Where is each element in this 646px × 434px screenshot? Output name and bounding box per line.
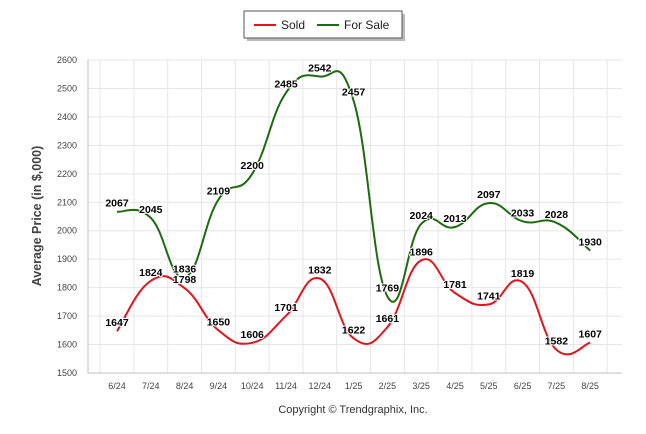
data-label-for-sale: 2097 — [477, 189, 501, 201]
y-tick-label: 1600 — [57, 340, 77, 350]
data-label-for-sale: 2013 — [443, 213, 467, 225]
y-tick-label: 1500 — [57, 368, 77, 378]
data-label-for-sale: 2024 — [410, 210, 434, 222]
data-label-sold: 1606 — [241, 329, 265, 341]
series-lines — [116, 70, 591, 356]
y-tick-label: 1800 — [57, 283, 77, 293]
x-tick-label: 11/24 — [275, 381, 297, 391]
data-label-for-sale: 2200 — [241, 160, 265, 172]
data-label-sold: 1661 — [376, 313, 400, 325]
copyright-credit: Copyright © Trendgraphix, Inc. — [278, 404, 427, 416]
data-label-for-sale: 2109 — [207, 186, 231, 198]
legend-sold-label: Sold — [281, 18, 305, 32]
x-tick-label: 1/25 — [345, 381, 363, 391]
data-label-for-sale: 2028 — [545, 209, 569, 221]
x-tick-label: 9/24 — [210, 381, 228, 391]
data-label-for-sale: 2457 — [342, 87, 366, 99]
data-labels: 1647 1824 1798 1650 1606 1701 1832 1622 1661 1896… — [104, 62, 603, 349]
data-label-for-sale: 2485 — [274, 79, 298, 91]
y-tick-label: 2400 — [57, 112, 77, 122]
data-label-sold: 1896 — [410, 246, 434, 258]
x-tick-label: 3/25 — [412, 381, 430, 391]
x-tick-label: 6/24 — [108, 381, 126, 391]
data-label-sold: 1819 — [511, 268, 535, 280]
y-tick-label: 1700 — [57, 311, 77, 321]
grid-lines — [88, 59, 622, 374]
y-tick-label: 2000 — [57, 226, 77, 236]
x-tick-label: 5/25 — [480, 381, 498, 391]
y-tick-label: 2300 — [57, 140, 77, 150]
y-tick-label: 2100 — [57, 197, 77, 207]
x-tick-label: 8/24 — [176, 381, 194, 391]
x-tick-label: 7/24 — [142, 381, 160, 391]
axes: 1500 1600 1700 1800 1900 2000 2100 2200 2300 2400… — [57, 55, 622, 391]
x-tick-label: 4/25 — [446, 381, 464, 391]
data-label-sold: 1798 — [173, 274, 197, 286]
data-label-for-sale: 2067 — [105, 198, 129, 210]
data-label-sold: 1701 — [274, 302, 298, 314]
data-label-sold: 1650 — [207, 316, 231, 328]
data-label-for-sale: 1769 — [376, 282, 400, 294]
y-axis-label: Average Price (in $,000) — [30, 146, 44, 287]
data-label-for-sale: 2542 — [308, 63, 332, 75]
data-label-sold: 1622 — [342, 324, 366, 336]
data-label-for-sale: 1836 — [173, 263, 197, 275]
data-label-for-sale: 1930 — [579, 237, 603, 249]
x-tick-label: 8/25 — [581, 381, 599, 391]
x-tick-label: 6/25 — [514, 381, 532, 391]
data-label-sold: 1607 — [579, 329, 603, 341]
x-tick-label: 2/25 — [379, 381, 397, 391]
data-label-sold: 1832 — [308, 265, 332, 277]
data-label-sold: 1824 — [139, 267, 163, 279]
y-tick-label: 2200 — [57, 169, 77, 179]
y-tick-label: 1900 — [57, 254, 77, 264]
data-label-sold: 1781 — [443, 279, 467, 291]
data-label-sold: 1647 — [105, 317, 129, 329]
y-tick-label: 2600 — [57, 55, 77, 65]
data-label-for-sale: 2033 — [511, 207, 535, 219]
data-label-sold: 1741 — [477, 290, 501, 302]
x-tick-label: 10/24 — [241, 381, 264, 391]
legend: Sold For Sale — [243, 10, 405, 41]
y-tick-label: 2500 — [57, 83, 77, 93]
data-label-sold: 1582 — [545, 336, 569, 348]
x-tick-label: 7/25 — [548, 381, 566, 391]
series-line-for-sale — [116, 70, 591, 303]
data-label-for-sale: 2045 — [139, 204, 163, 216]
series-line-sold — [116, 258, 591, 356]
x-tick-label: 12/24 — [309, 381, 332, 391]
legend-for-sale-label: For Sale — [344, 18, 390, 32]
